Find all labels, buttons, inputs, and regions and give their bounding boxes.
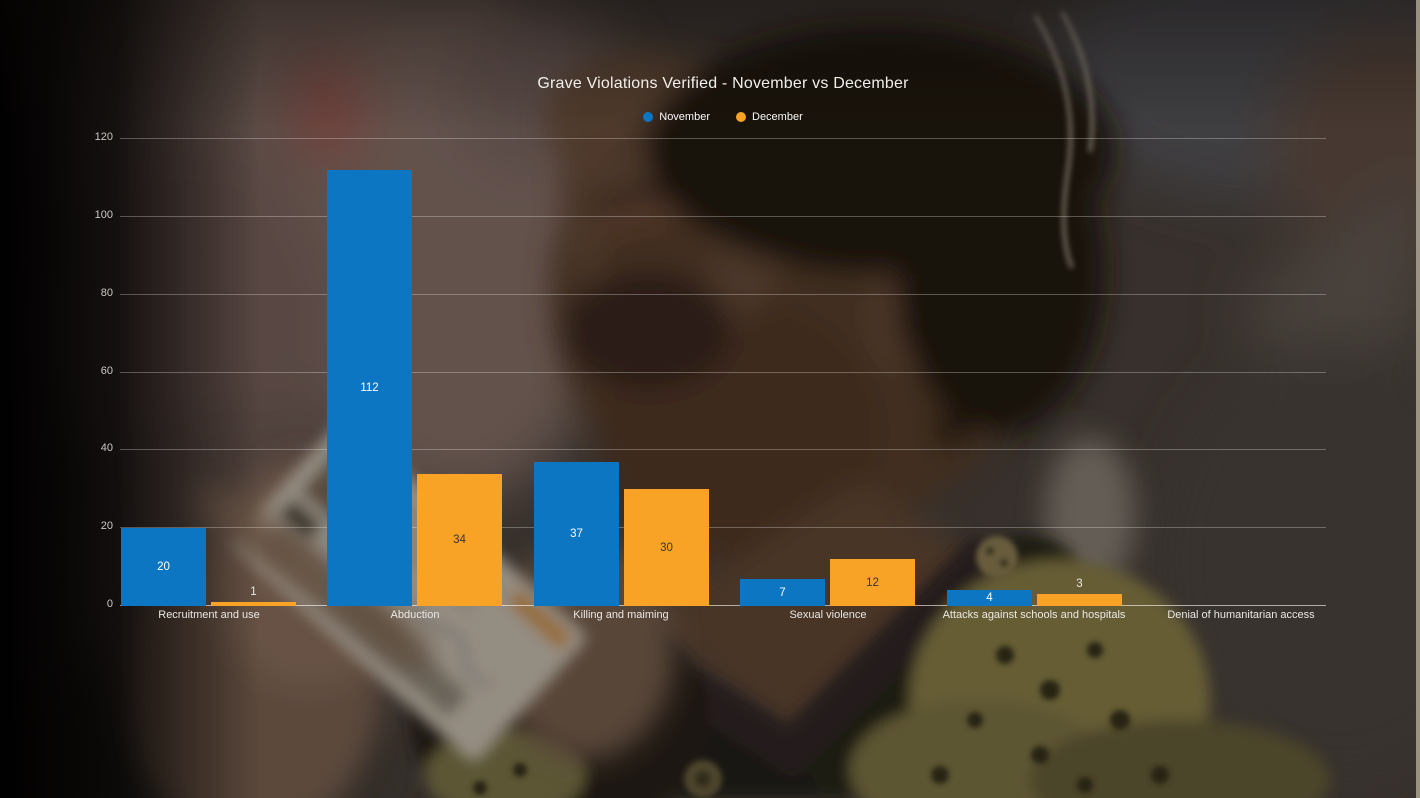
bar-november-5[interactable] (947, 590, 1032, 606)
bar-december-5[interactable] (1037, 594, 1122, 606)
y-axis-tick-label: 40 (100, 442, 113, 455)
bar-value-label: 1 (250, 586, 257, 598)
bar-december-4[interactable] (830, 559, 915, 606)
bar-november-3[interactable] (534, 462, 619, 606)
gridline (120, 527, 1326, 529)
bar-value-label: 37 (570, 528, 583, 540)
y-axis-tick-label: 60 (100, 364, 113, 377)
bar-november-2[interactable] (327, 170, 412, 606)
photo-right-edge (1416, 0, 1420, 798)
x-axis-category-label: Recruitment and use (158, 609, 260, 621)
bar-value-label: 20 (157, 561, 170, 573)
bar-value-label: 12 (866, 577, 879, 589)
y-axis-tick-label: 20 (100, 520, 113, 533)
child-photo (545, 25, 1135, 740)
legend-november-dot-icon (643, 112, 654, 122)
coat-buttons (684, 536, 1018, 798)
legend-december-dot-icon (736, 112, 746, 122)
bar-value-label: 7 (779, 587, 786, 599)
legend-item-november[interactable]: November (643, 111, 710, 123)
gridline (120, 449, 1326, 451)
bar-value-label: 30 (660, 542, 673, 554)
legend-item-label: December (752, 111, 803, 123)
bar-december-2[interactable] (417, 474, 502, 606)
gridline (120, 215, 1326, 217)
y-axis-tick-label: 100 (94, 208, 113, 221)
legend: November December (120, 109, 1326, 125)
x-axis-category-label: Denial of humanitarian access (1167, 609, 1315, 621)
x-axis-category-label: Sexual violence (789, 609, 867, 621)
y-axis-tick-label: 120 (94, 131, 113, 143)
leopard-spots (473, 642, 1169, 795)
gridline (120, 138, 1326, 139)
gridline (120, 293, 1326, 295)
chart-title: Grave Violations Verified - November vs … (537, 75, 909, 92)
y-axis-tick-label: 0 (106, 598, 113, 610)
bar-value-label: 34 (453, 534, 466, 546)
y-axis-tick-label: 80 (100, 286, 113, 299)
bar-november-1[interactable] (121, 528, 206, 606)
legend-item-label: November (659, 111, 710, 123)
x-axis-category-label: Abduction (390, 609, 440, 621)
bar-december-1[interactable] (211, 602, 296, 606)
legend-item-december[interactable]: December (736, 111, 803, 123)
x-axis-category-label: Killing and maiming (573, 609, 669, 621)
bar-value-label: 3 (1076, 578, 1083, 590)
bar-december-3[interactable] (624, 489, 709, 606)
x-axis-category-label: Attacks against schools and hospitals (942, 609, 1126, 621)
bar-value-label: 112 (360, 382, 379, 394)
x-axis-line (120, 605, 1326, 606)
bar-november-4[interactable] (740, 579, 825, 606)
gridline (120, 371, 1326, 373)
bar-value-label: 4 (986, 592, 993, 604)
